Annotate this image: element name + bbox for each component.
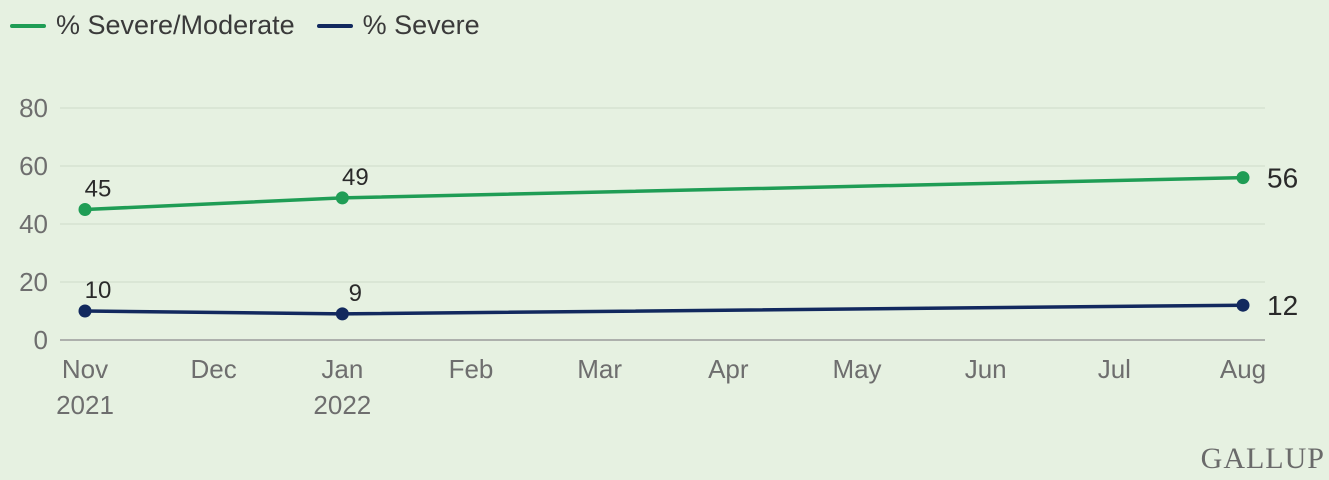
x-tick-label: Apr [708,354,749,384]
chart-legend: % Severe/Moderate % Severe [10,10,480,41]
y-tick-label: 80 [19,93,48,123]
data-point [78,203,92,216]
data-label: 9 [349,280,362,307]
legend-swatch-severe [316,23,353,28]
data-label: 45 [85,176,112,203]
data-point [78,304,92,318]
y-tick-label: 0 [34,325,48,355]
data-label: 56 [1267,163,1298,194]
x-tick-label: Aug [1220,354,1266,384]
x-tick-label: Feb [449,354,494,384]
data-point [1236,171,1250,185]
data-label: 49 [342,164,369,191]
series-line-1 [83,303,1245,316]
data-point [335,307,349,321]
x-tick-label: Dec [191,354,237,384]
legend-label-severe-moderate: % Severe/Moderate [56,10,295,40]
x-tick-label: 2022 [313,390,371,420]
gallup-logo: GALLUP [1200,442,1325,475]
data-point [335,191,349,205]
series-line-0 [83,175,1245,212]
x-tick-label: 2021 [56,390,114,420]
data-label: 10 [85,277,112,304]
y-tick-label: 40 [19,209,48,239]
data-point [1236,298,1250,312]
x-tick-label: Mar [577,354,622,384]
x-tick-label: Jan [321,354,363,384]
x-tick-label: Jul [1098,354,1131,384]
x-tick-label: Jun [965,354,1007,384]
x-tick-label: Nov [62,354,108,384]
y-tick-label: 20 [19,267,48,297]
legend-item-severe: % Severe [316,10,480,41]
data-label: 12 [1267,290,1298,321]
legend-swatch-severe-moderate [10,23,46,28]
y-tick-label: 60 [19,151,48,181]
legend-label-severe: % Severe [362,10,480,40]
x-tick-label: May [832,354,881,384]
legend-item-severe-moderate: % Severe/Moderate [10,10,295,41]
